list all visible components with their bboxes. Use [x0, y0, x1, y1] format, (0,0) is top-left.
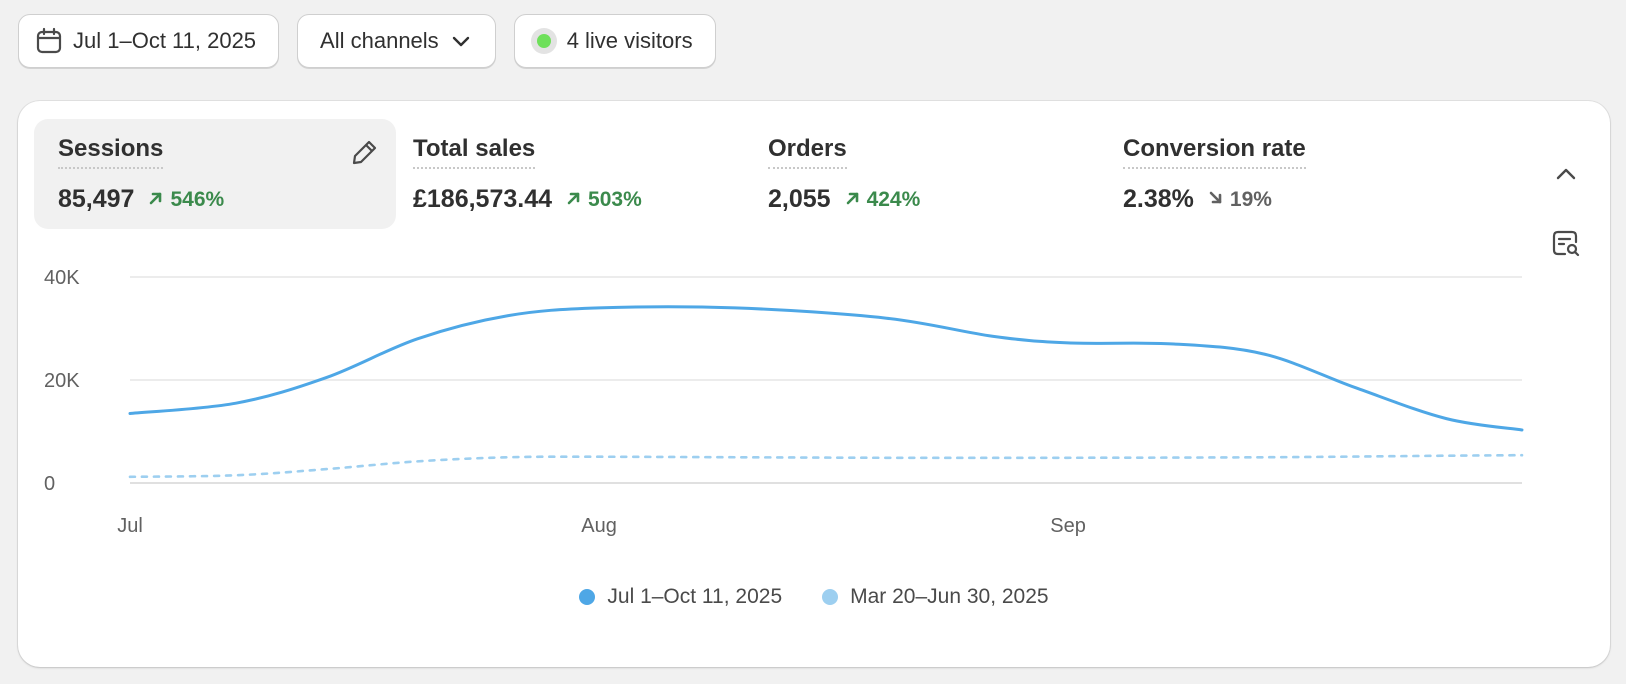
- legend-label: Jul 1–Oct 11, 2025: [607, 585, 783, 608]
- x-tick-label: Aug: [581, 515, 617, 537]
- metric-label: Total sales: [413, 135, 536, 169]
- arrow-up-right-icon: [566, 188, 588, 212]
- metric-change-value: 424%: [866, 187, 921, 211]
- metric-tab-conversion-rate[interactable]: Conversion rate 2.38% 19%: [1099, 119, 1461, 229]
- analytics-card: Sessions 85,497 546% Total sales £186,57…: [18, 101, 1610, 667]
- metric-change-value: 503%: [588, 187, 642, 211]
- live-indicator: [536, 34, 551, 48]
- metric-change-value: 19%: [1229, 187, 1272, 211]
- toolbar: Jul 1–Oct 11, 2025 All channels 4 live v…: [18, 14, 716, 68]
- metric-change: 503%: [566, 188, 642, 212]
- metric-value: 2.38%: [1123, 185, 1194, 213]
- arrow-up-right-icon: [148, 188, 170, 212]
- metric-change-value: 546%: [170, 187, 225, 211]
- annotation-icon[interactable]: [1551, 229, 1581, 264]
- channels-label: All channels: [320, 28, 439, 53]
- metric-label: Orders: [768, 135, 847, 169]
- date-range-label: Jul 1–Oct 11, 2025: [73, 28, 257, 53]
- legend-item-current[interactable]: Jul 1–Oct 11, 2025: [579, 585, 782, 609]
- series-line-current: [128, 305, 1524, 432]
- y-tick-label: 0: [44, 473, 55, 495]
- metric-label: Sessions: [58, 135, 164, 169]
- calendar-icon: [35, 27, 63, 55]
- legend-item-previous[interactable]: Mar 20–Jun 30, 2025: [822, 585, 1049, 609]
- legend-label: Mar 20–Jun 30, 2025: [850, 585, 1049, 608]
- legend-dot: [822, 589, 839, 605]
- live-visitors-button[interactable]: 4 live visitors: [513, 14, 716, 68]
- metric-tab-sessions[interactable]: Sessions 85,497 546%: [34, 119, 396, 229]
- metric-change: 424%: [845, 187, 921, 212]
- y-tick-label: 40K: [44, 267, 80, 289]
- pencil-icon[interactable]: [350, 137, 380, 172]
- metric-value: 2,055: [768, 185, 831, 213]
- y-tick-label: 20K: [44, 370, 80, 392]
- channels-dropdown[interactable]: All channels: [297, 14, 496, 68]
- metric-value: £186,573.44: [413, 185, 553, 213]
- metric-change: 546%: [148, 188, 224, 212]
- metric-change: 19%: [1208, 188, 1272, 212]
- chart-legend: Jul 1–Oct 11, 2025 Mar 20–Jun 30, 2025: [18, 585, 1610, 609]
- x-tick-label: Sep: [1050, 515, 1086, 537]
- live-dot-icon: [530, 28, 557, 54]
- metric-value: 85,497: [58, 185, 135, 213]
- metric-label: Conversion rate: [1123, 135, 1306, 169]
- arrow-down-right-icon: [1208, 188, 1230, 212]
- series-line-previous: [128, 453, 1524, 479]
- metric-tab-orders[interactable]: Orders 2,055 424%: [744, 119, 1106, 229]
- live-visitors-label: 4 live visitors: [566, 28, 693, 53]
- sessions-line-chart: 40K 20K 0 Jul Aug Sep: [44, 267, 1524, 537]
- arrow-up-right-icon: [845, 188, 867, 212]
- x-tick-label: Jul: [117, 515, 143, 537]
- chevron-up-icon[interactable]: [1553, 161, 1579, 192]
- chevron-down-icon: [449, 29, 473, 53]
- legend-dot: [579, 589, 596, 605]
- date-range-button[interactable]: Jul 1–Oct 11, 2025: [18, 14, 280, 68]
- metric-tab-total-sales[interactable]: Total sales £186,573.44 503%: [389, 119, 751, 229]
